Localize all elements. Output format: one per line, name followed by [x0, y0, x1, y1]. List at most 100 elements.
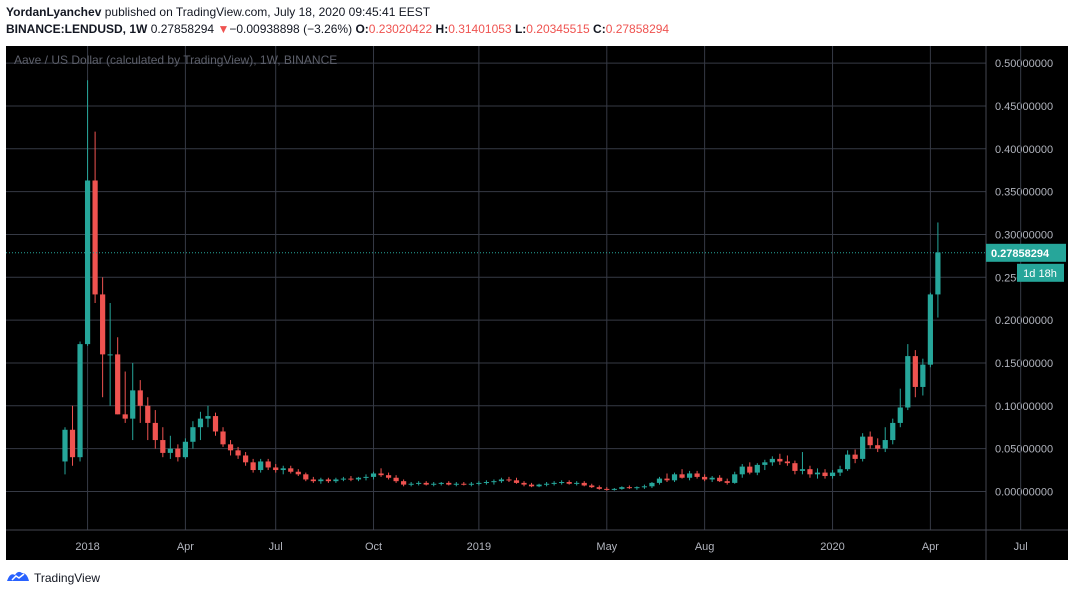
close-value: 0.27858294	[605, 22, 670, 36]
candle-body	[498, 479, 505, 482]
candle-body	[333, 479, 339, 482]
candle-body	[912, 356, 918, 387]
symbol-label: BINANCE:LENDUSD, 1W	[6, 22, 148, 36]
candle-body	[205, 416, 211, 419]
ohlc-line: BINANCE:LENDUSD, 1W 0.27858294 ▼−0.00938…	[6, 21, 669, 38]
candle-body	[897, 407, 903, 423]
x-tick-label: 2018	[75, 541, 99, 553]
candle-body	[671, 474, 678, 481]
publish-line: YordanLyanchev published on TradingView.…	[6, 4, 669, 21]
y-tick-label: 0.50000000	[995, 58, 1053, 70]
candle-body	[717, 477, 723, 482]
candle-body	[559, 482, 565, 484]
candle-body	[77, 344, 83, 458]
y-tick-label: 0.15000000	[995, 358, 1053, 370]
candle-body	[521, 482, 527, 485]
x-tick-label: Aug	[695, 541, 715, 553]
y-tick-label: 0.45000000	[995, 101, 1053, 113]
candlestick-chart[interactable]: 0.00000000 0.05000000 0.10000000 0.15000000…	[6, 46, 1068, 560]
candle-body	[747, 466, 753, 473]
candle-body	[611, 488, 617, 490]
candle-body	[107, 354, 113, 356]
x-tick-label: May	[596, 541, 617, 553]
candle-body	[732, 474, 738, 483]
candle-body	[446, 482, 452, 485]
candle-body	[385, 475, 392, 478]
last-price-text: 0.27858294	[150, 22, 215, 36]
candle-body	[829, 472, 836, 477]
price-label: 0.27858294	[991, 248, 1050, 260]
candle-body	[167, 448, 173, 453]
candle-body	[604, 488, 610, 490]
author-name[interactable]: YordanLyanchev	[6, 5, 102, 19]
candle-body	[393, 477, 399, 482]
candle-body	[536, 484, 542, 487]
candle-body	[145, 405, 151, 423]
candle-body	[822, 472, 828, 477]
candle-body	[227, 444, 234, 451]
candle-body	[867, 436, 873, 446]
candle-body	[724, 481, 730, 483]
candle-body	[626, 487, 632, 489]
candle-body	[468, 483, 474, 485]
tradingview-brand[interactable]: TradingView	[34, 571, 101, 585]
candle-body	[845, 454, 851, 470]
candle-body	[882, 440, 888, 449]
candle-body	[461, 483, 467, 485]
candle-body	[679, 474, 685, 478]
low-value: 0.20345515	[526, 22, 590, 36]
candle-body	[423, 482, 429, 485]
candle-body	[318, 479, 324, 482]
candle-body	[807, 469, 813, 475]
candle-body	[212, 416, 219, 432]
candle-body	[182, 441, 188, 458]
candle-body	[739, 466, 745, 475]
y-tick-label: 0.05000000	[995, 444, 1053, 456]
candle-body	[280, 468, 286, 471]
candle-body	[641, 486, 648, 488]
candle-body	[100, 294, 106, 355]
candle-body	[152, 422, 158, 441]
candle-body	[837, 469, 843, 473]
candle-body	[378, 473, 384, 476]
low-label: L:	[514, 22, 527, 36]
candle-body	[295, 471, 301, 475]
candle-body	[340, 478, 347, 480]
candle-body	[589, 485, 595, 488]
candle-body	[416, 482, 422, 484]
candle-body	[265, 461, 271, 468]
candle-body	[574, 482, 580, 484]
candle-body	[258, 461, 264, 471]
candle-body	[62, 429, 68, 462]
candle-body	[491, 481, 497, 483]
y-tick-label: 0.40000000	[995, 144, 1053, 156]
candle-body	[69, 429, 76, 458]
candle-body	[528, 484, 535, 487]
candle-body	[852, 454, 858, 459]
symbol-watermark: Aave / US Dollar (calculated by TradingV…	[14, 53, 338, 67]
candle-body	[408, 483, 414, 485]
candle-body	[777, 458, 783, 462]
candle-body	[702, 476, 708, 480]
candle-body	[769, 458, 775, 463]
chart-panel[interactable]: 0.00000000 0.05000000 0.10000000 0.15000000…	[6, 46, 1068, 560]
candle-body	[115, 354, 121, 415]
candle-body	[363, 476, 369, 478]
candle-body	[243, 455, 249, 463]
countdown-label: 1d 18h	[1023, 268, 1057, 280]
countdown-label-bg	[1017, 263, 1064, 282]
candle-body	[160, 440, 166, 453]
candle-body	[814, 472, 821, 475]
candle-body	[483, 482, 489, 484]
x-tick-label: Jul	[269, 541, 283, 553]
x-tick-label: Oct	[365, 541, 382, 553]
candle-body	[664, 478, 670, 481]
candle-body	[476, 482, 482, 484]
candle-body	[709, 477, 715, 480]
candle-body	[890, 422, 896, 441]
candle-body	[905, 356, 911, 408]
candle-body	[84, 180, 91, 345]
candle-body	[656, 478, 663, 483]
candle-body	[325, 479, 331, 482]
tradingview-logo-icon[interactable]	[6, 569, 30, 588]
